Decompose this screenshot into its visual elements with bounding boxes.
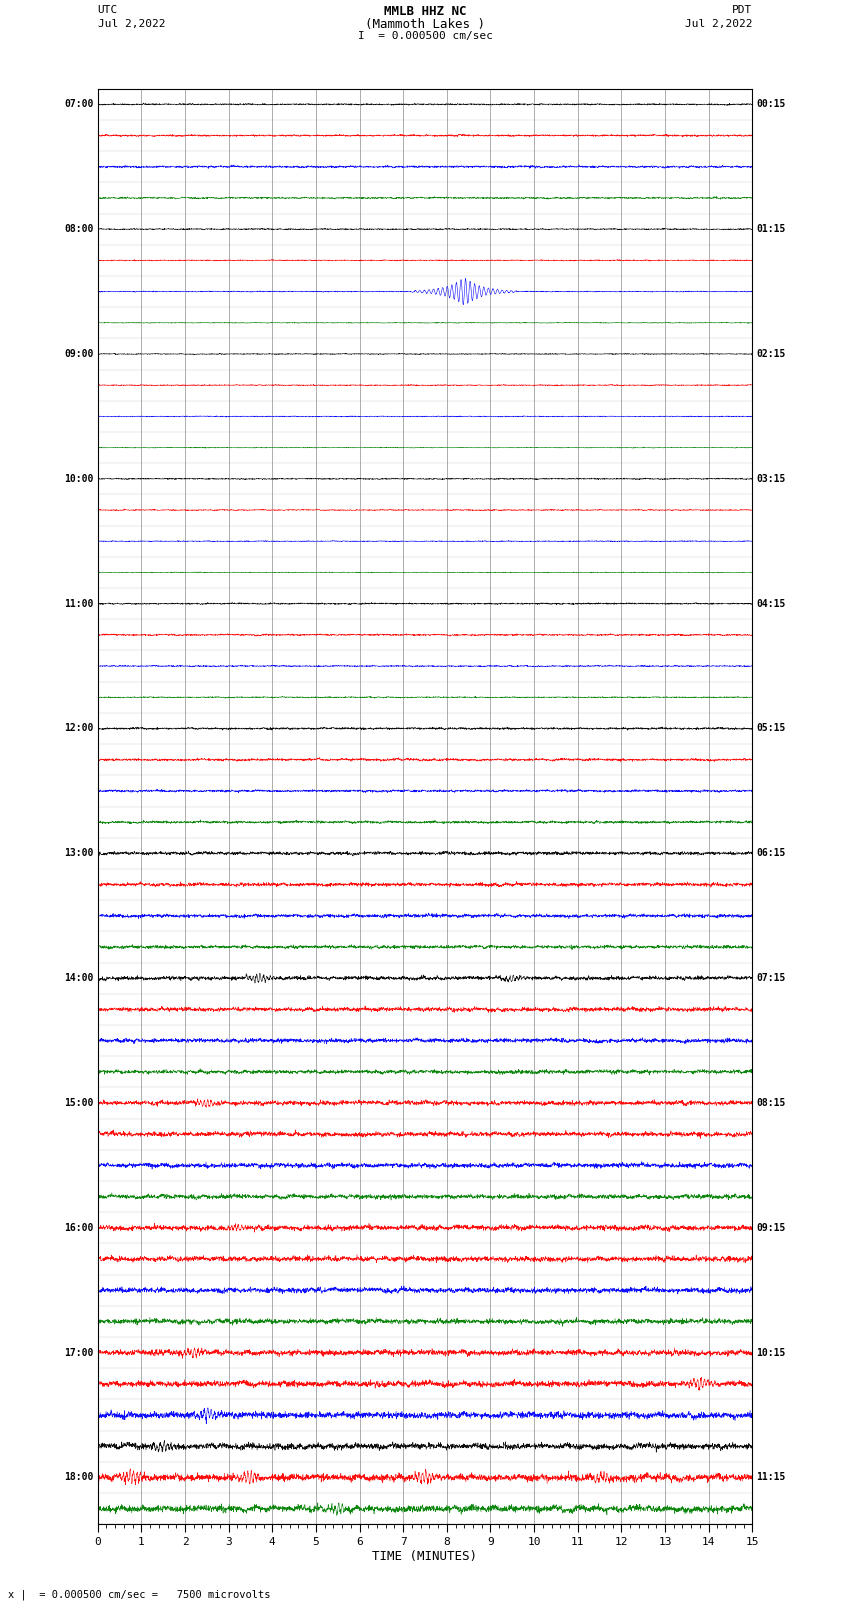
Text: 09:00: 09:00 [64, 348, 94, 360]
Text: 00:15: 00:15 [756, 100, 786, 110]
Text: 18:00: 18:00 [64, 1473, 94, 1482]
Text: PDT: PDT [732, 5, 752, 15]
Text: 06:15: 06:15 [756, 848, 786, 858]
Text: 11:15: 11:15 [756, 1473, 786, 1482]
X-axis label: TIME (MINUTES): TIME (MINUTES) [372, 1550, 478, 1563]
Text: 07:00: 07:00 [64, 100, 94, 110]
Text: 08:00: 08:00 [64, 224, 94, 234]
Text: 01:15: 01:15 [756, 224, 786, 234]
Text: UTC: UTC [98, 5, 118, 15]
Text: I  = 0.000500 cm/sec: I = 0.000500 cm/sec [358, 31, 492, 40]
Text: 11:00: 11:00 [64, 598, 94, 608]
Text: 07:15: 07:15 [756, 973, 786, 984]
Text: 10:15: 10:15 [756, 1347, 786, 1358]
Text: 16:00: 16:00 [64, 1223, 94, 1232]
Text: 03:15: 03:15 [756, 474, 786, 484]
Text: 02:15: 02:15 [756, 348, 786, 360]
Text: x |  = 0.000500 cm/sec =   7500 microvolts: x | = 0.000500 cm/sec = 7500 microvolts [8, 1589, 271, 1600]
Text: Jul 2,2022: Jul 2,2022 [685, 19, 752, 29]
Text: 04:15: 04:15 [756, 598, 786, 608]
Text: 08:15: 08:15 [756, 1098, 786, 1108]
Text: 15:00: 15:00 [64, 1098, 94, 1108]
Text: 09:15: 09:15 [756, 1223, 786, 1232]
Text: 13:00: 13:00 [64, 848, 94, 858]
Text: 10:00: 10:00 [64, 474, 94, 484]
Text: Jul 2,2022: Jul 2,2022 [98, 19, 165, 29]
Text: (Mammoth Lakes ): (Mammoth Lakes ) [365, 18, 485, 31]
Text: 17:00: 17:00 [64, 1347, 94, 1358]
Text: MMLB HHZ NC: MMLB HHZ NC [383, 5, 467, 18]
Text: 12:00: 12:00 [64, 724, 94, 734]
Text: 05:15: 05:15 [756, 724, 786, 734]
Text: 14:00: 14:00 [64, 973, 94, 984]
